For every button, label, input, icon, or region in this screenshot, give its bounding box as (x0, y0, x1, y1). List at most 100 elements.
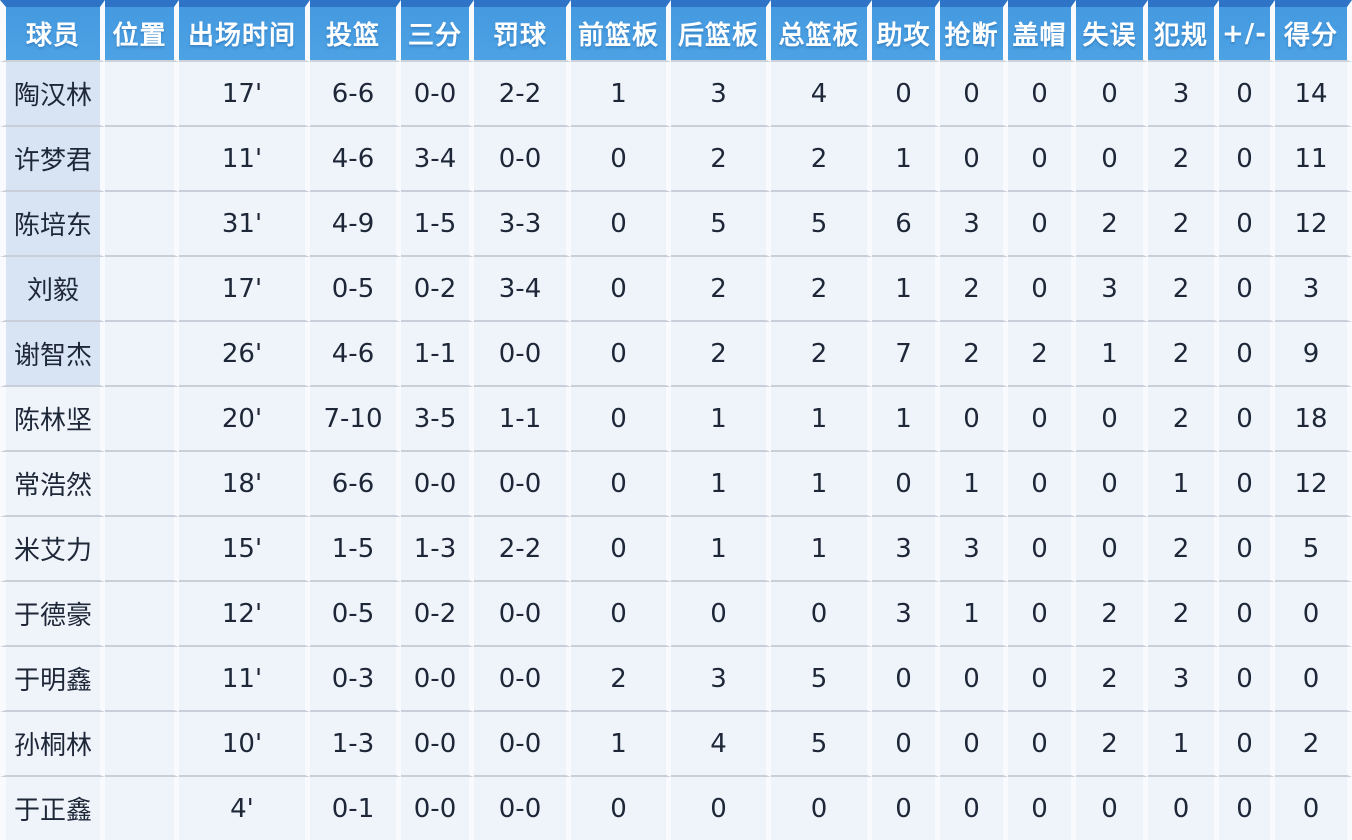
stat-cell-pts: 9 (1275, 322, 1352, 387)
stat-cell-minutes: 17' (179, 257, 310, 322)
stat-cell-three: 0-0 (401, 452, 474, 517)
stat-cell-fg: 6-6 (310, 452, 401, 517)
player-row: 于正鑫 4' 0-1 0-0 0-0 0 0 0 0 0 0 0 0 0 0 (0, 777, 1352, 840)
stat-cell-blk: 0 (1008, 517, 1076, 582)
stat-cell-dreb: 1 (671, 452, 771, 517)
stat-cell-plus_minus: 0 (1219, 257, 1275, 322)
stat-cell-blk: 0 (1008, 62, 1076, 127)
stat-cell-stl: 2 (940, 257, 1008, 322)
stat-cell-plus_minus: 0 (1219, 192, 1275, 257)
player-name-cell: 陈培东 (0, 192, 105, 257)
player-row: 谢智杰 26' 4-6 1-1 0-0 0 2 2 7 2 2 1 2 0 9 (0, 322, 1352, 387)
box-score-table-body: 陶汉林 17' 6-6 0-0 2-2 1 3 4 0 0 0 0 3 0 14 许梦君 11' 4-6 3-4 0-… (0, 62, 1352, 840)
stat-cell-stl: 0 (940, 127, 1008, 192)
stat-cell-stl: 3 (940, 517, 1008, 582)
stat-cell-tov: 0 (1076, 387, 1148, 452)
stat-cell-ast: 1 (872, 387, 940, 452)
stat-cell-fg: 4-6 (310, 322, 401, 387)
stat-cell-ast: 3 (872, 517, 940, 582)
stat-cell-ast: 7 (872, 322, 940, 387)
player-row: 许梦君 11' 4-6 3-4 0-0 0 2 2 1 0 0 0 2 0 11 (0, 127, 1352, 192)
stat-cell-ast: 0 (872, 62, 940, 127)
stat-cell-fg: 4-9 (310, 192, 401, 257)
stat-cell-blk: 0 (1008, 192, 1076, 257)
stat-cell-three: 0-2 (401, 582, 474, 647)
stat-cell-plus_minus: 0 (1219, 452, 1275, 517)
column-header-oreb: 前篮板 (571, 0, 671, 62)
stat-cell-treb: 5 (771, 712, 872, 777)
stat-cell-ast: 0 (872, 777, 940, 840)
player-name-cell: 刘毅 (0, 257, 105, 322)
stat-cell-fg: 0-3 (310, 647, 401, 712)
stat-cell-plus_minus: 0 (1219, 127, 1275, 192)
column-header-blk: 盖帽 (1008, 0, 1076, 62)
stat-cell-oreb: 1 (571, 712, 671, 777)
stat-cell-ast: 1 (872, 257, 940, 322)
stat-cell-fg: 0-5 (310, 257, 401, 322)
stat-cell-fg: 1-5 (310, 517, 401, 582)
stat-cell-plus_minus: 0 (1219, 582, 1275, 647)
stat-cell-blk: 0 (1008, 257, 1076, 322)
stat-cell-pts: 0 (1275, 777, 1352, 840)
stat-cell-tov: 0 (1076, 777, 1148, 840)
stat-cell-pf: 2 (1148, 387, 1219, 452)
stat-cell-stl: 0 (940, 712, 1008, 777)
stat-cell-dreb: 5 (671, 192, 771, 257)
player-name-cell: 于正鑫 (0, 777, 105, 840)
stat-cell-position (105, 62, 179, 127)
stat-cell-minutes: 26' (179, 322, 310, 387)
stat-cell-position (105, 192, 179, 257)
stat-cell-minutes: 11' (179, 647, 310, 712)
stat-cell-minutes: 18' (179, 452, 310, 517)
stat-cell-minutes: 20' (179, 387, 310, 452)
stat-cell-ft: 1-1 (474, 387, 571, 452)
stat-cell-position (105, 712, 179, 777)
stat-cell-pf: 2 (1148, 517, 1219, 582)
stat-cell-tov: 0 (1076, 517, 1148, 582)
stat-cell-blk: 0 (1008, 127, 1076, 192)
stat-cell-plus_minus: 0 (1219, 62, 1275, 127)
column-header-plus_minus: +/- (1219, 0, 1275, 62)
stat-cell-ft: 0-0 (474, 127, 571, 192)
stat-cell-fg: 1-3 (310, 712, 401, 777)
stat-cell-ft: 0-0 (474, 712, 571, 777)
player-name-cell: 米艾力 (0, 517, 105, 582)
stat-cell-position (105, 517, 179, 582)
stat-cell-ft: 3-3 (474, 192, 571, 257)
stat-cell-three: 3-5 (401, 387, 474, 452)
stat-cell-treb: 1 (771, 452, 872, 517)
stat-cell-ft: 2-2 (474, 62, 571, 127)
column-header-pf: 犯规 (1148, 0, 1219, 62)
stat-cell-oreb: 0 (571, 257, 671, 322)
stat-cell-treb: 0 (771, 582, 872, 647)
stat-cell-dreb: 0 (671, 777, 771, 840)
stat-cell-fg: 0-1 (310, 777, 401, 840)
stat-cell-oreb: 2 (571, 647, 671, 712)
stat-cell-oreb: 0 (571, 777, 671, 840)
stat-cell-tov: 3 (1076, 257, 1148, 322)
stat-cell-oreb: 0 (571, 127, 671, 192)
stat-cell-ast: 6 (872, 192, 940, 257)
stat-cell-blk: 0 (1008, 647, 1076, 712)
stat-cell-position (105, 647, 179, 712)
stat-cell-stl: 3 (940, 192, 1008, 257)
stat-cell-oreb: 0 (571, 582, 671, 647)
stat-cell-dreb: 0 (671, 582, 771, 647)
stat-cell-treb: 2 (771, 257, 872, 322)
stat-cell-pf: 2 (1148, 582, 1219, 647)
header-row: 球员 位置 出场时间 投篮 三分 罚球 前篮板 后篮板 总篮板 助攻 抢断 盖帽 失误 犯规 +/- 得分 (0, 0, 1352, 62)
player-name-cell: 孙桐林 (0, 712, 105, 777)
stat-cell-position (105, 777, 179, 840)
player-row: 于明鑫 11' 0-3 0-0 0-0 2 3 5 0 0 0 2 3 0 0 (0, 647, 1352, 712)
column-header-treb: 总篮板 (771, 0, 872, 62)
stat-cell-fg: 7-10 (310, 387, 401, 452)
stat-cell-blk: 0 (1008, 777, 1076, 840)
stat-cell-position (105, 452, 179, 517)
stat-cell-minutes: 11' (179, 127, 310, 192)
player-row: 陈培东 31' 4-9 1-5 3-3 0 5 5 6 3 0 2 2 0 12 (0, 192, 1352, 257)
stat-cell-pts: 11 (1275, 127, 1352, 192)
player-row: 常浩然 18' 6-6 0-0 0-0 0 1 1 0 1 0 0 1 0 12 (0, 452, 1352, 517)
stat-cell-position (105, 387, 179, 452)
stat-cell-stl: 2 (940, 322, 1008, 387)
